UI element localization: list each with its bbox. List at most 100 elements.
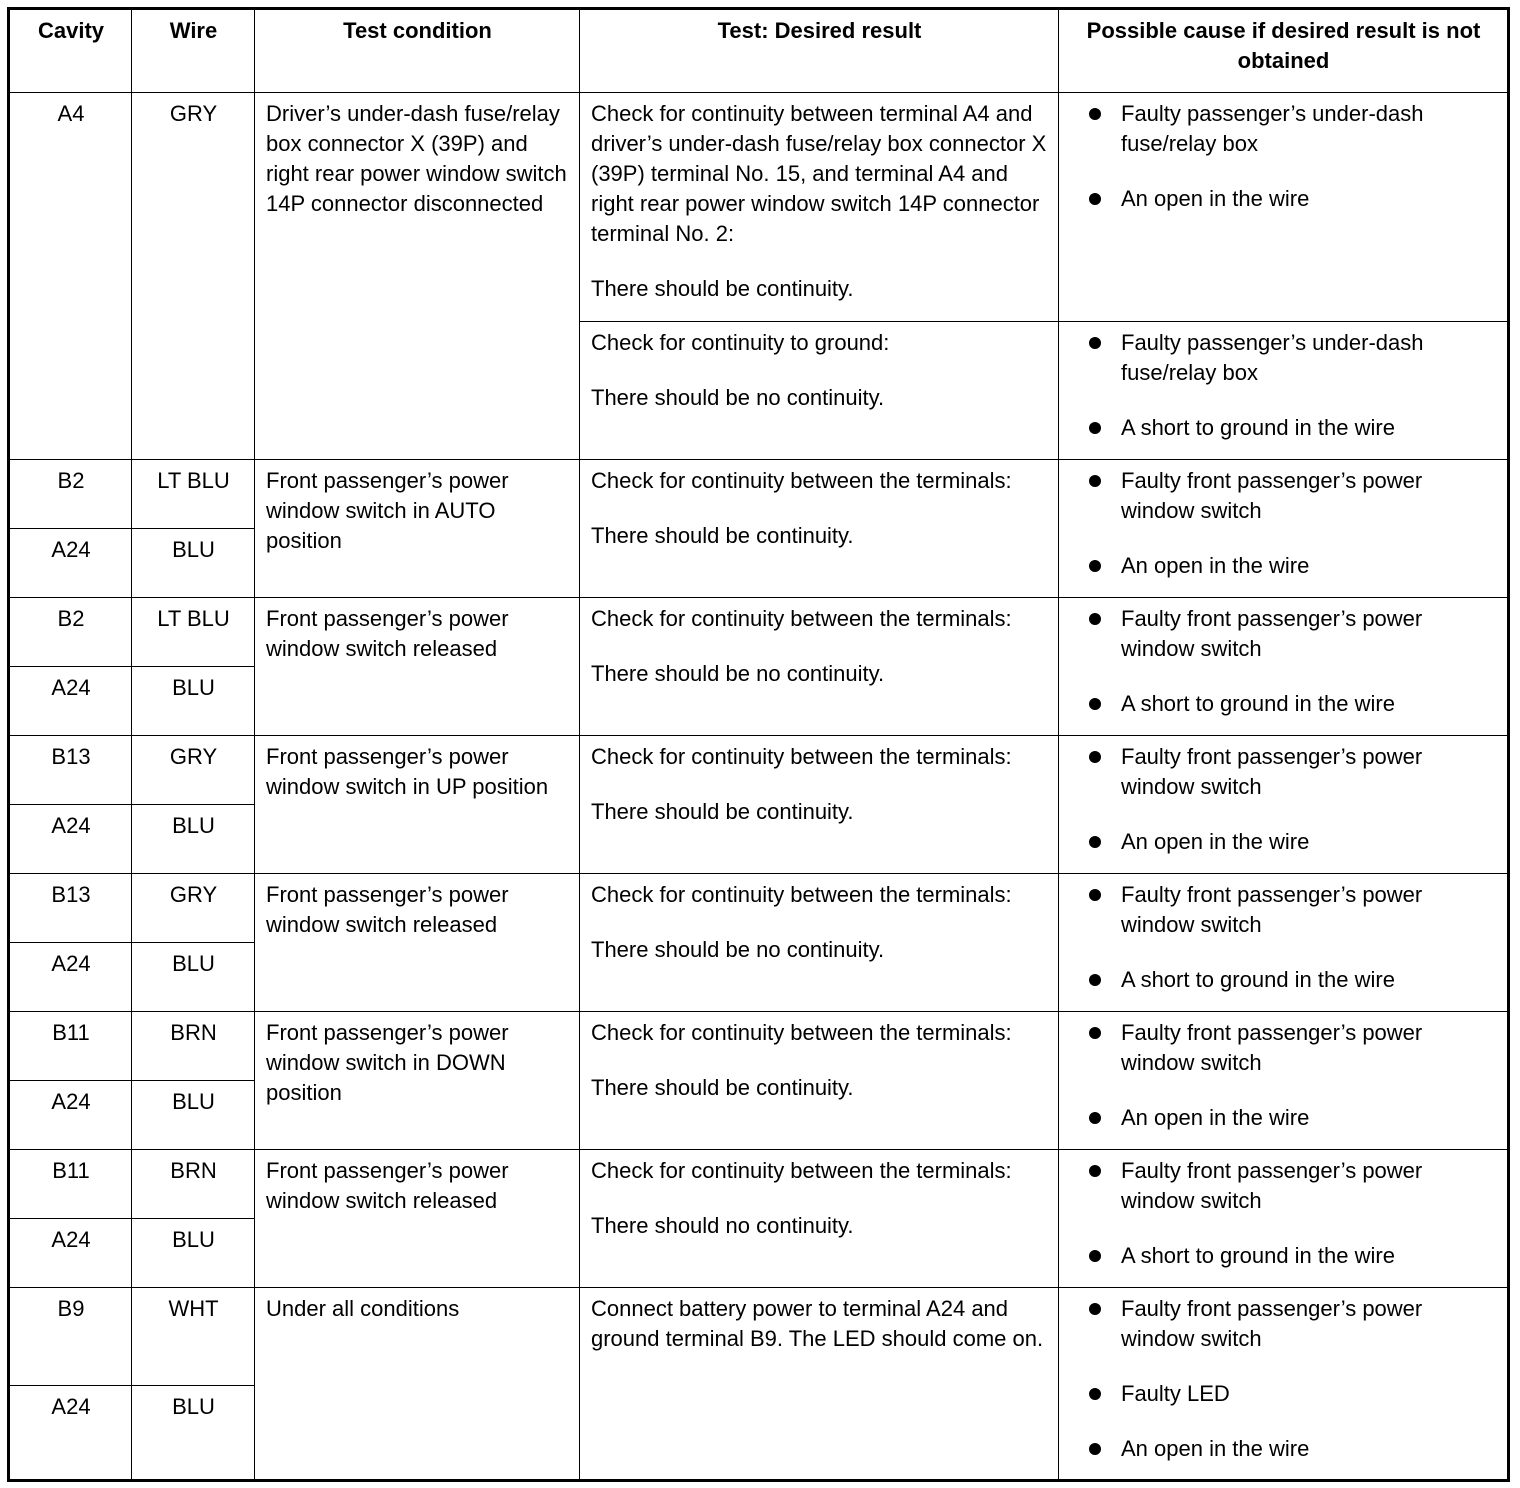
cavity-cell: B13 bbox=[8, 873, 132, 943]
cavity-cell: B11 bbox=[8, 1149, 132, 1219]
cause-list: Faulty front passenger’s power window sw… bbox=[1070, 1294, 1497, 1464]
table-row: B13 GRY Front passenger’s power window swi… bbox=[8, 873, 1509, 1012]
possible-cause-cell: Faulty front passenger’s power window sw… bbox=[1058, 735, 1509, 874]
cavity-cell: A24 bbox=[8, 942, 132, 1012]
cavity-cell: A4 bbox=[8, 92, 132, 460]
cavity-cell: A24 bbox=[8, 1080, 132, 1150]
desired-result-cell: Check for continuity between terminal A4… bbox=[579, 92, 1059, 322]
possible-cause-cell: Faulty front passenger’s power window sw… bbox=[1058, 873, 1509, 1012]
cause-item: Faulty passenger’s under-dash fuse/relay… bbox=[1070, 328, 1497, 388]
possible-cause-cell: Faulty front passenger’s power window sw… bbox=[1058, 1149, 1509, 1288]
wire-cell: BLU bbox=[131, 1385, 255, 1481]
wire-cell: BLU bbox=[131, 942, 255, 1012]
result-text: Check for continuity between the termina… bbox=[591, 744, 1012, 769]
table-row: A24 BLU bbox=[8, 1385, 1509, 1481]
cause-list: Faulty front passenger’s power window sw… bbox=[1070, 466, 1497, 581]
cavity-cell: A24 bbox=[8, 804, 132, 874]
cause-item: Faulty front passenger’s power window sw… bbox=[1070, 1156, 1497, 1216]
cause-list: Faulty front passenger’s power window sw… bbox=[1070, 1156, 1497, 1271]
wire-cell: BLU bbox=[131, 1080, 255, 1150]
possible-cause-cell: Faulty front passenger’s power window sw… bbox=[1058, 459, 1509, 598]
cause-text: A short to ground in the wire bbox=[1121, 967, 1395, 992]
bullet-icon bbox=[1089, 475, 1101, 487]
result-text: There should be no continuity. bbox=[591, 937, 885, 962]
wire-cell: BLU bbox=[131, 666, 255, 736]
result-text: Check for continuity between the termina… bbox=[591, 606, 1012, 631]
cause-text: An open in the wire bbox=[1121, 186, 1310, 211]
header-wire: Wire bbox=[131, 8, 255, 93]
result-text: There should be no continuity. bbox=[591, 385, 885, 410]
cause-item: Faulty passenger’s under-dash fuse/relay… bbox=[1070, 99, 1497, 159]
bullet-icon bbox=[1089, 422, 1101, 434]
table-row: B13 GRY Front passenger’s power window swi… bbox=[8, 735, 1509, 874]
wire-cell: LT BLU bbox=[131, 597, 255, 667]
cause-text: An open in the wire bbox=[1121, 829, 1310, 854]
table-row: A4 GRY Driver’s under-dash fuse/relay box … bbox=[8, 92, 1509, 460]
desired-result-cell: Check for continuity between the termina… bbox=[579, 597, 1059, 736]
cause-item: Faulty LED bbox=[1070, 1379, 1497, 1409]
wire-cell: BLU bbox=[131, 1218, 255, 1288]
bullet-icon bbox=[1089, 337, 1101, 349]
wire-cell: BRN bbox=[131, 1011, 255, 1081]
cavity-cell: B2 bbox=[8, 597, 132, 667]
wire-cell: WHT bbox=[131, 1287, 255, 1386]
desired-result-cell: Connect battery power to terminal A24 an… bbox=[579, 1287, 1059, 1481]
cause-text: A short to ground in the wire bbox=[1121, 1243, 1395, 1268]
possible-cause-cell: Faulty front passenger’s power window sw… bbox=[1058, 597, 1509, 736]
test-condition-cell: Front passenger’s power window switch in… bbox=[254, 735, 580, 874]
cause-list: Faulty front passenger’s power window sw… bbox=[1070, 742, 1497, 857]
bullet-icon bbox=[1089, 836, 1101, 848]
bullet-icon bbox=[1089, 698, 1101, 710]
desired-result-cell: Check for continuity between the termina… bbox=[579, 735, 1059, 874]
result-text: There should no continuity. bbox=[591, 1213, 854, 1238]
cavity-cell: A24 bbox=[8, 1385, 132, 1481]
result-text: There should be continuity. bbox=[591, 523, 854, 548]
header-test-condition: Test condition bbox=[254, 8, 580, 93]
cause-text: An open in the wire bbox=[1121, 1436, 1310, 1461]
possible-cause-cell: Faulty front passenger’s power window sw… bbox=[1058, 1287, 1509, 1481]
possible-cause-cell: Faulty front passenger’s power window sw… bbox=[1058, 1011, 1509, 1150]
cause-text: An open in the wire bbox=[1121, 553, 1310, 578]
cause-item: Faulty front passenger’s power window sw… bbox=[1070, 742, 1497, 802]
cause-item: An open in the wire bbox=[1070, 1434, 1497, 1464]
cavity-cell: A24 bbox=[8, 1218, 132, 1288]
bullet-icon bbox=[1089, 1388, 1101, 1400]
result-text: Check for continuity between the termina… bbox=[591, 1158, 1012, 1183]
cause-list: Faulty front passenger’s power window sw… bbox=[1070, 880, 1497, 995]
desired-result-cell: Check for continuity between the termina… bbox=[579, 1149, 1059, 1288]
cause-item: Faulty front passenger’s power window sw… bbox=[1070, 466, 1497, 526]
result-text: There should be no continuity. bbox=[591, 661, 885, 686]
result-text: Check for continuity to ground: bbox=[591, 330, 890, 355]
cause-list: Faulty front passenger’s power window sw… bbox=[1070, 604, 1497, 719]
cause-item: Faulty front passenger’s power window sw… bbox=[1070, 1018, 1497, 1078]
test-condition-cell: Front passenger’s power window switch re… bbox=[254, 1149, 580, 1288]
header-desired-result: Test: Desired result bbox=[579, 8, 1059, 93]
test-condition-cell: Driver’s under-dash fuse/relay box conne… bbox=[254, 92, 580, 460]
cause-text: Faulty passenger’s under-dash fuse/relay… bbox=[1121, 101, 1424, 156]
table-row: B11 BRN Front passenger’s power window swi… bbox=[8, 1011, 1509, 1150]
result-text: Connect battery power to terminal A24 an… bbox=[591, 1296, 1044, 1351]
wire-cell: BLU bbox=[131, 804, 255, 874]
cause-text: Faulty front passenger’s power window sw… bbox=[1121, 1296, 1423, 1351]
bullet-icon bbox=[1089, 1165, 1101, 1177]
cause-item: An open in the wire bbox=[1070, 551, 1497, 581]
table-row: B11 BRN Front passenger’s power window swi… bbox=[8, 1149, 1509, 1288]
bullet-icon bbox=[1089, 1027, 1101, 1039]
cause-item: A short to ground in the wire bbox=[1070, 413, 1497, 443]
cause-item: A short to ground in the wire bbox=[1070, 1241, 1497, 1271]
bullet-icon bbox=[1089, 1112, 1101, 1124]
test-condition-cell: Front passenger’s power window switch re… bbox=[254, 873, 580, 1012]
bullet-icon bbox=[1089, 889, 1101, 901]
bullet-icon bbox=[1089, 1250, 1101, 1262]
desired-result-cell: Check for continuity between the termina… bbox=[579, 873, 1059, 1012]
cause-text: Faulty front passenger’s power window sw… bbox=[1121, 606, 1423, 661]
test-condition-cell: Front passenger’s power window switch in… bbox=[254, 1011, 580, 1150]
bullet-icon bbox=[1089, 613, 1101, 625]
cause-text: A short to ground in the wire bbox=[1121, 415, 1395, 440]
result-text: Check for continuity between the termina… bbox=[591, 1020, 1012, 1045]
bullet-icon bbox=[1089, 1443, 1101, 1455]
cause-item: Faulty front passenger’s power window sw… bbox=[1070, 604, 1497, 664]
bullet-icon bbox=[1089, 193, 1101, 205]
desired-result-cell: Check for continuity between the termina… bbox=[579, 459, 1059, 598]
cavity-cell: B2 bbox=[8, 459, 132, 529]
